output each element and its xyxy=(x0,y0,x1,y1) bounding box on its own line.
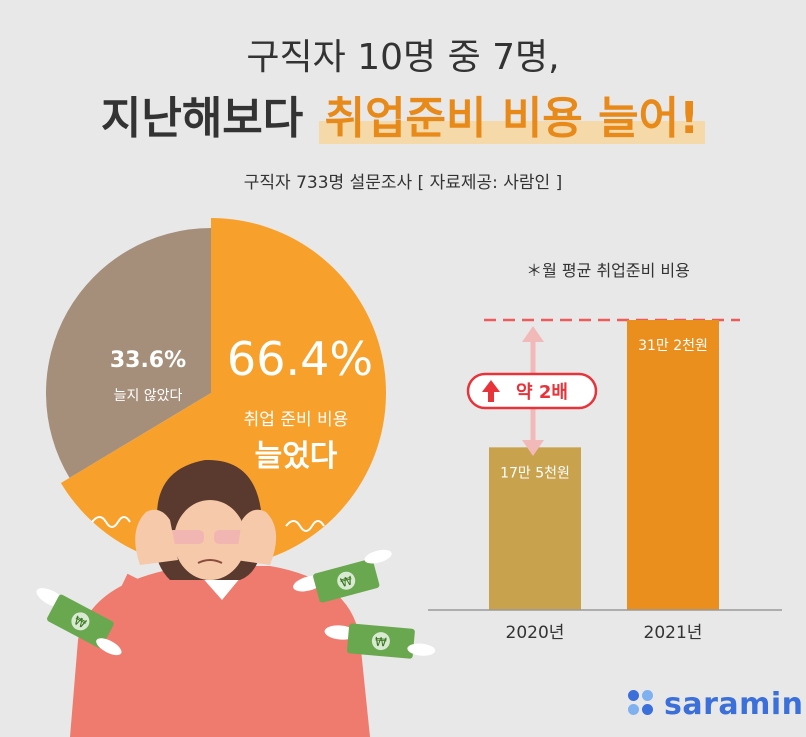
swirl-icon xyxy=(91,516,131,528)
annotation-text: 약 2배 xyxy=(516,381,568,403)
bar-chart-note: ＊월 평균 취업준비 비용 xyxy=(526,261,690,280)
arrow-down-head-icon xyxy=(522,440,544,456)
red-up-arrow-icon xyxy=(482,380,500,402)
logo-dots-icon xyxy=(628,690,656,718)
svg-text:₩: ₩ xyxy=(374,635,387,650)
logo-text: saramin xyxy=(664,686,804,722)
pie-slice-not-increased xyxy=(45,228,211,478)
pie-label-increased-line1: 취업 준비 비용 xyxy=(244,410,349,430)
title-line-2: 지난해보다 취업준비 비용 늘어! xyxy=(0,82,806,146)
title-highlight: 취업준비 비용 늘어! xyxy=(318,93,706,144)
x-tick-label: 2020년 xyxy=(506,623,565,643)
bar-1 xyxy=(627,320,719,610)
title-line-1: 구직자 10명 중 7명, xyxy=(246,37,560,78)
money-bill-icon: ₩ xyxy=(293,549,392,603)
money-bill-icon: ₩ xyxy=(36,588,122,656)
arrow-up-head-icon xyxy=(522,326,544,342)
svg-text:₩: ₩ xyxy=(339,573,354,590)
pie-chart: 33.6% 늘지 않았다 66.4% 취업 준비 비용 늘었다 xyxy=(45,218,387,568)
x-tick-label: 2021년 xyxy=(644,623,703,643)
money-bill-icon: ₩ xyxy=(324,623,436,659)
annotation-badge xyxy=(466,372,598,410)
bar-0 xyxy=(489,447,581,610)
bar-value-label: 31만 2천원 xyxy=(638,338,708,354)
saramin-logo: saramin xyxy=(628,686,804,722)
survey-source: 구직자 733명 설문조사 [ 자료제공: 사람인 ] xyxy=(243,173,563,193)
worried-person-illustration xyxy=(70,459,370,737)
title-prefix: 지난해보다 xyxy=(100,93,304,144)
pie-slice-increased xyxy=(60,218,387,568)
bar-chart: ＊월 평균 취업준비 비용 17만 5천원 2020년 31만 2천원 2021년 약… xyxy=(428,261,782,643)
pie-label-value-not-increased: 33.6% xyxy=(110,348,186,373)
pie-label-not-increased: 늘지 않았다 xyxy=(114,388,183,404)
swirl-icon xyxy=(285,520,325,532)
pie-label-value-increased: 66.4% xyxy=(227,332,373,386)
pie-label-increased-line2: 늘었다 xyxy=(255,439,338,474)
bar-value-label: 17만 5천원 xyxy=(500,465,570,481)
